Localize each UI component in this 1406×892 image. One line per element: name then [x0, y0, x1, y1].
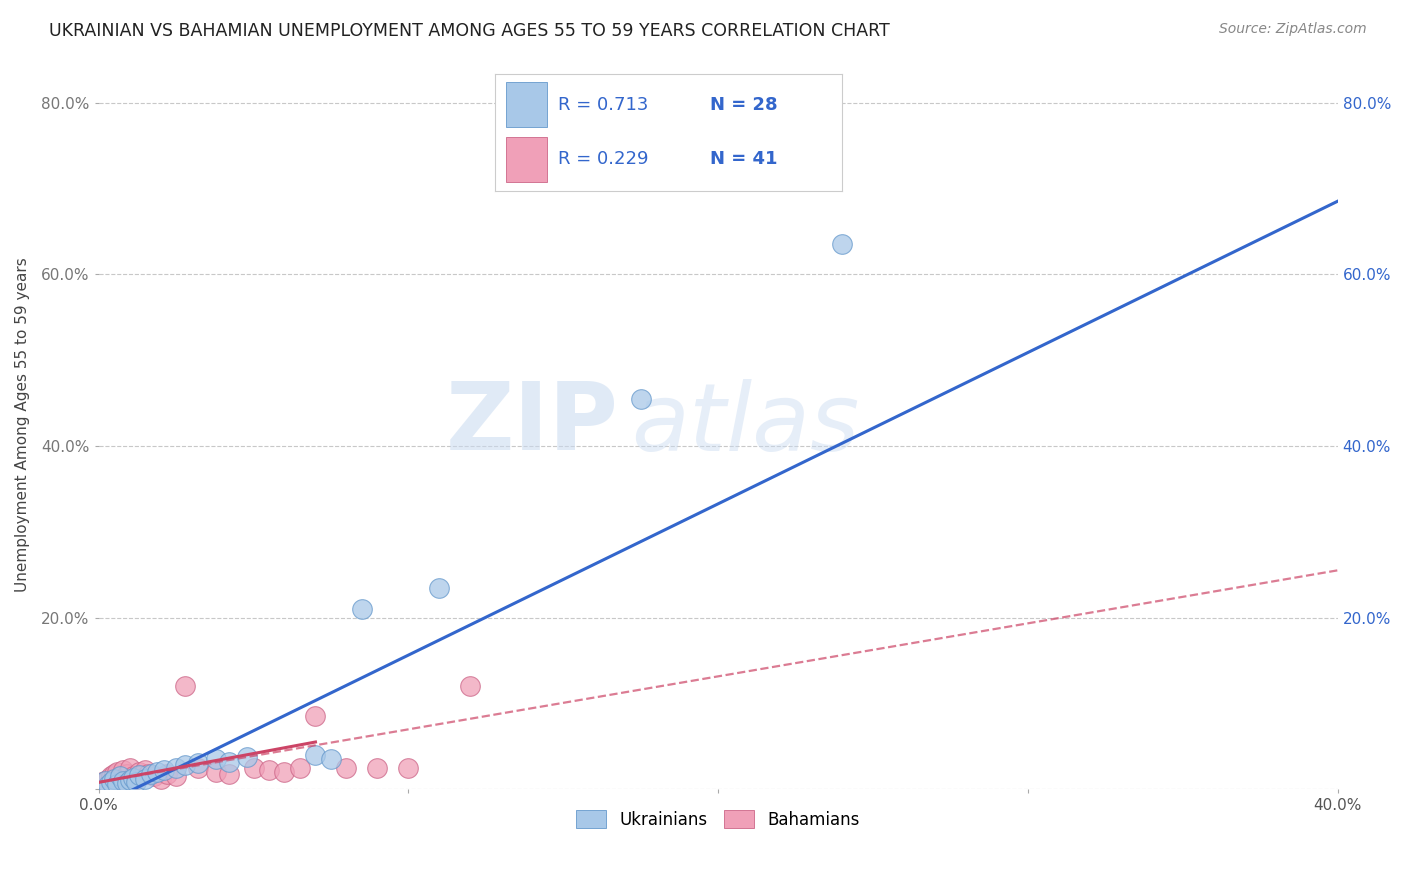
- Point: [90, 775, 112, 789]
- Point: [350, 602, 373, 616]
- Point: [112, 774, 135, 789]
- Point: [131, 768, 153, 782]
- Point: [136, 766, 159, 780]
- Point: [97, 772, 120, 786]
- Point: [115, 774, 138, 789]
- Y-axis label: Unemployment Among Ages 55 to 59 years: Unemployment Among Ages 55 to 59 years: [15, 257, 30, 591]
- Point: [146, 765, 169, 780]
- Point: [94, 773, 117, 788]
- Point: [288, 761, 311, 775]
- Point: [115, 776, 138, 790]
- Point: [174, 758, 197, 772]
- Point: [187, 761, 209, 775]
- Text: atlas: atlas: [631, 379, 859, 470]
- Point: [110, 776, 132, 790]
- Point: [97, 778, 120, 792]
- Point: [115, 766, 138, 780]
- Point: [112, 764, 135, 778]
- Point: [121, 769, 143, 783]
- Point: [134, 764, 156, 778]
- Point: [165, 769, 187, 783]
- Point: [242, 761, 264, 775]
- Point: [103, 766, 125, 780]
- Point: [118, 773, 141, 788]
- Point: [100, 775, 122, 789]
- Point: [105, 765, 128, 780]
- Point: [152, 764, 174, 778]
- Point: [218, 766, 240, 780]
- Point: [149, 772, 172, 786]
- Point: [257, 764, 280, 778]
- Point: [205, 752, 228, 766]
- Point: [304, 709, 326, 723]
- Point: [218, 755, 240, 769]
- Point: [304, 747, 326, 762]
- Point: [460, 679, 482, 693]
- Point: [143, 769, 166, 783]
- Point: [128, 768, 150, 782]
- Text: Source: ZipAtlas.com: Source: ZipAtlas.com: [1219, 22, 1367, 37]
- Point: [125, 772, 148, 786]
- Point: [205, 765, 228, 780]
- Point: [100, 769, 122, 783]
- Point: [112, 772, 135, 786]
- Point: [174, 679, 197, 693]
- Point: [273, 765, 295, 780]
- Point: [103, 778, 125, 792]
- Text: UKRAINIAN VS BAHAMIAN UNEMPLOYMENT AMONG AGES 55 TO 59 YEARS CORRELATION CHART: UKRAINIAN VS BAHAMIAN UNEMPLOYMENT AMONG…: [49, 22, 890, 40]
- Point: [335, 761, 357, 775]
- Point: [105, 777, 128, 791]
- Point: [630, 392, 652, 406]
- Point: [105, 773, 128, 788]
- Point: [118, 772, 141, 787]
- Point: [319, 752, 342, 766]
- Point: [134, 772, 156, 786]
- Point: [366, 761, 388, 775]
- Point: [236, 749, 259, 764]
- Point: [97, 777, 120, 791]
- Point: [156, 766, 179, 780]
- Point: [187, 756, 209, 771]
- Point: [396, 761, 419, 775]
- Point: [100, 775, 122, 789]
- Point: [121, 771, 143, 785]
- Text: ZIP: ZIP: [446, 378, 619, 470]
- Point: [118, 761, 141, 775]
- Point: [128, 765, 150, 780]
- Point: [94, 773, 117, 788]
- Point: [427, 581, 450, 595]
- Point: [831, 237, 853, 252]
- Point: [141, 766, 163, 780]
- Point: [110, 769, 132, 783]
- Point: [125, 775, 148, 789]
- Point: [110, 769, 132, 783]
- Legend: Ukrainians, Bahamians: Ukrainians, Bahamians: [569, 804, 866, 836]
- Point: [103, 772, 125, 786]
- Point: [165, 761, 187, 775]
